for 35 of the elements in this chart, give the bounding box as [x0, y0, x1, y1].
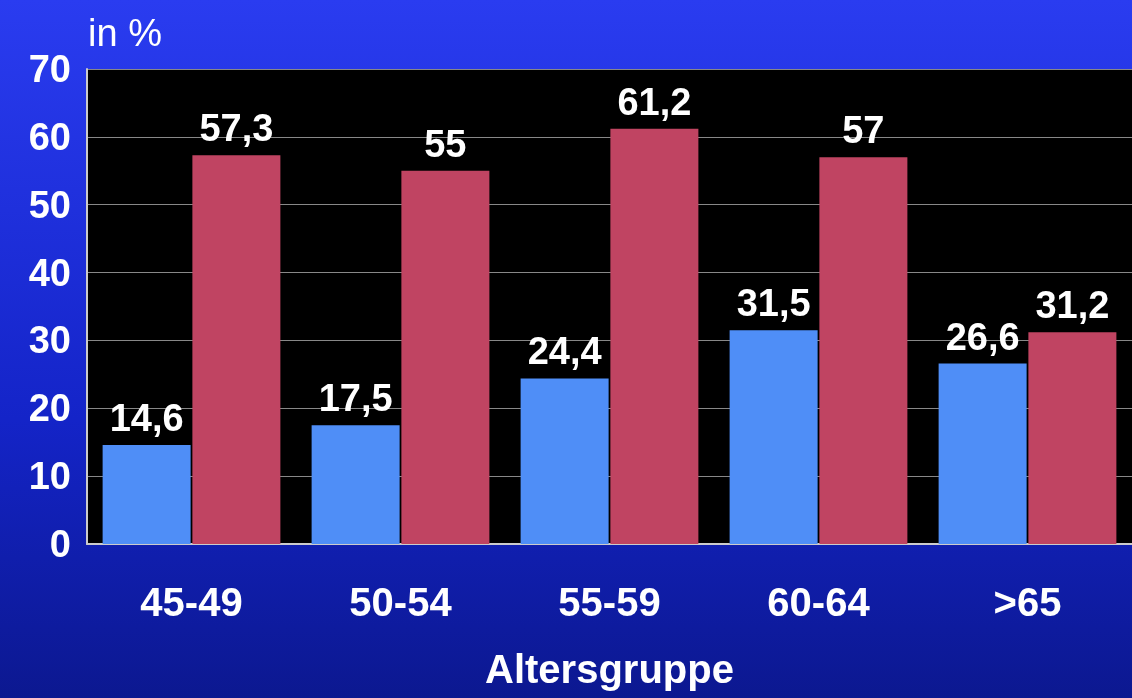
x-tick-label: >65 [993, 580, 1062, 624]
bar [102, 444, 191, 544]
data-label: 31,5 [736, 282, 811, 325]
x-tick-label: 50-54 [349, 580, 453, 624]
data-label: 26,6 [945, 315, 1020, 358]
y-tick-label: 60 [28, 115, 71, 158]
bar [311, 425, 400, 544]
y-tick-label: 50 [28, 183, 71, 226]
bar [401, 170, 490, 544]
x-tick-label: 55-59 [558, 580, 661, 624]
bar [610, 128, 699, 544]
y-axis-title: in % [88, 12, 162, 54]
y-tick-label: 40 [28, 251, 71, 294]
data-label: 14,6 [109, 396, 184, 439]
bar [520, 378, 609, 544]
data-label: 24,4 [527, 330, 602, 373]
data-label: 57,3 [199, 107, 274, 150]
x-axis-title: Altersgruppe [485, 647, 734, 691]
x-tick-label: 60-64 [767, 580, 871, 624]
data-label: 55 [424, 122, 467, 165]
x-tick-label: 45-49 [140, 580, 243, 624]
bar [1028, 332, 1117, 544]
bar [192, 155, 281, 544]
y-tick-label: 10 [28, 455, 71, 498]
y-tick-label: 0 [49, 523, 71, 565]
data-label: 57 [842, 109, 885, 152]
data-label: 17,5 [318, 377, 393, 420]
y-tick-label: 30 [28, 319, 71, 362]
bar [729, 330, 818, 544]
y-tick-label: 70 [28, 48, 71, 90]
data-label: 61,2 [617, 80, 692, 123]
bar [819, 157, 908, 544]
data-label: 31,2 [1035, 284, 1110, 327]
bar [938, 363, 1027, 544]
y-tick-label: 20 [28, 387, 71, 430]
